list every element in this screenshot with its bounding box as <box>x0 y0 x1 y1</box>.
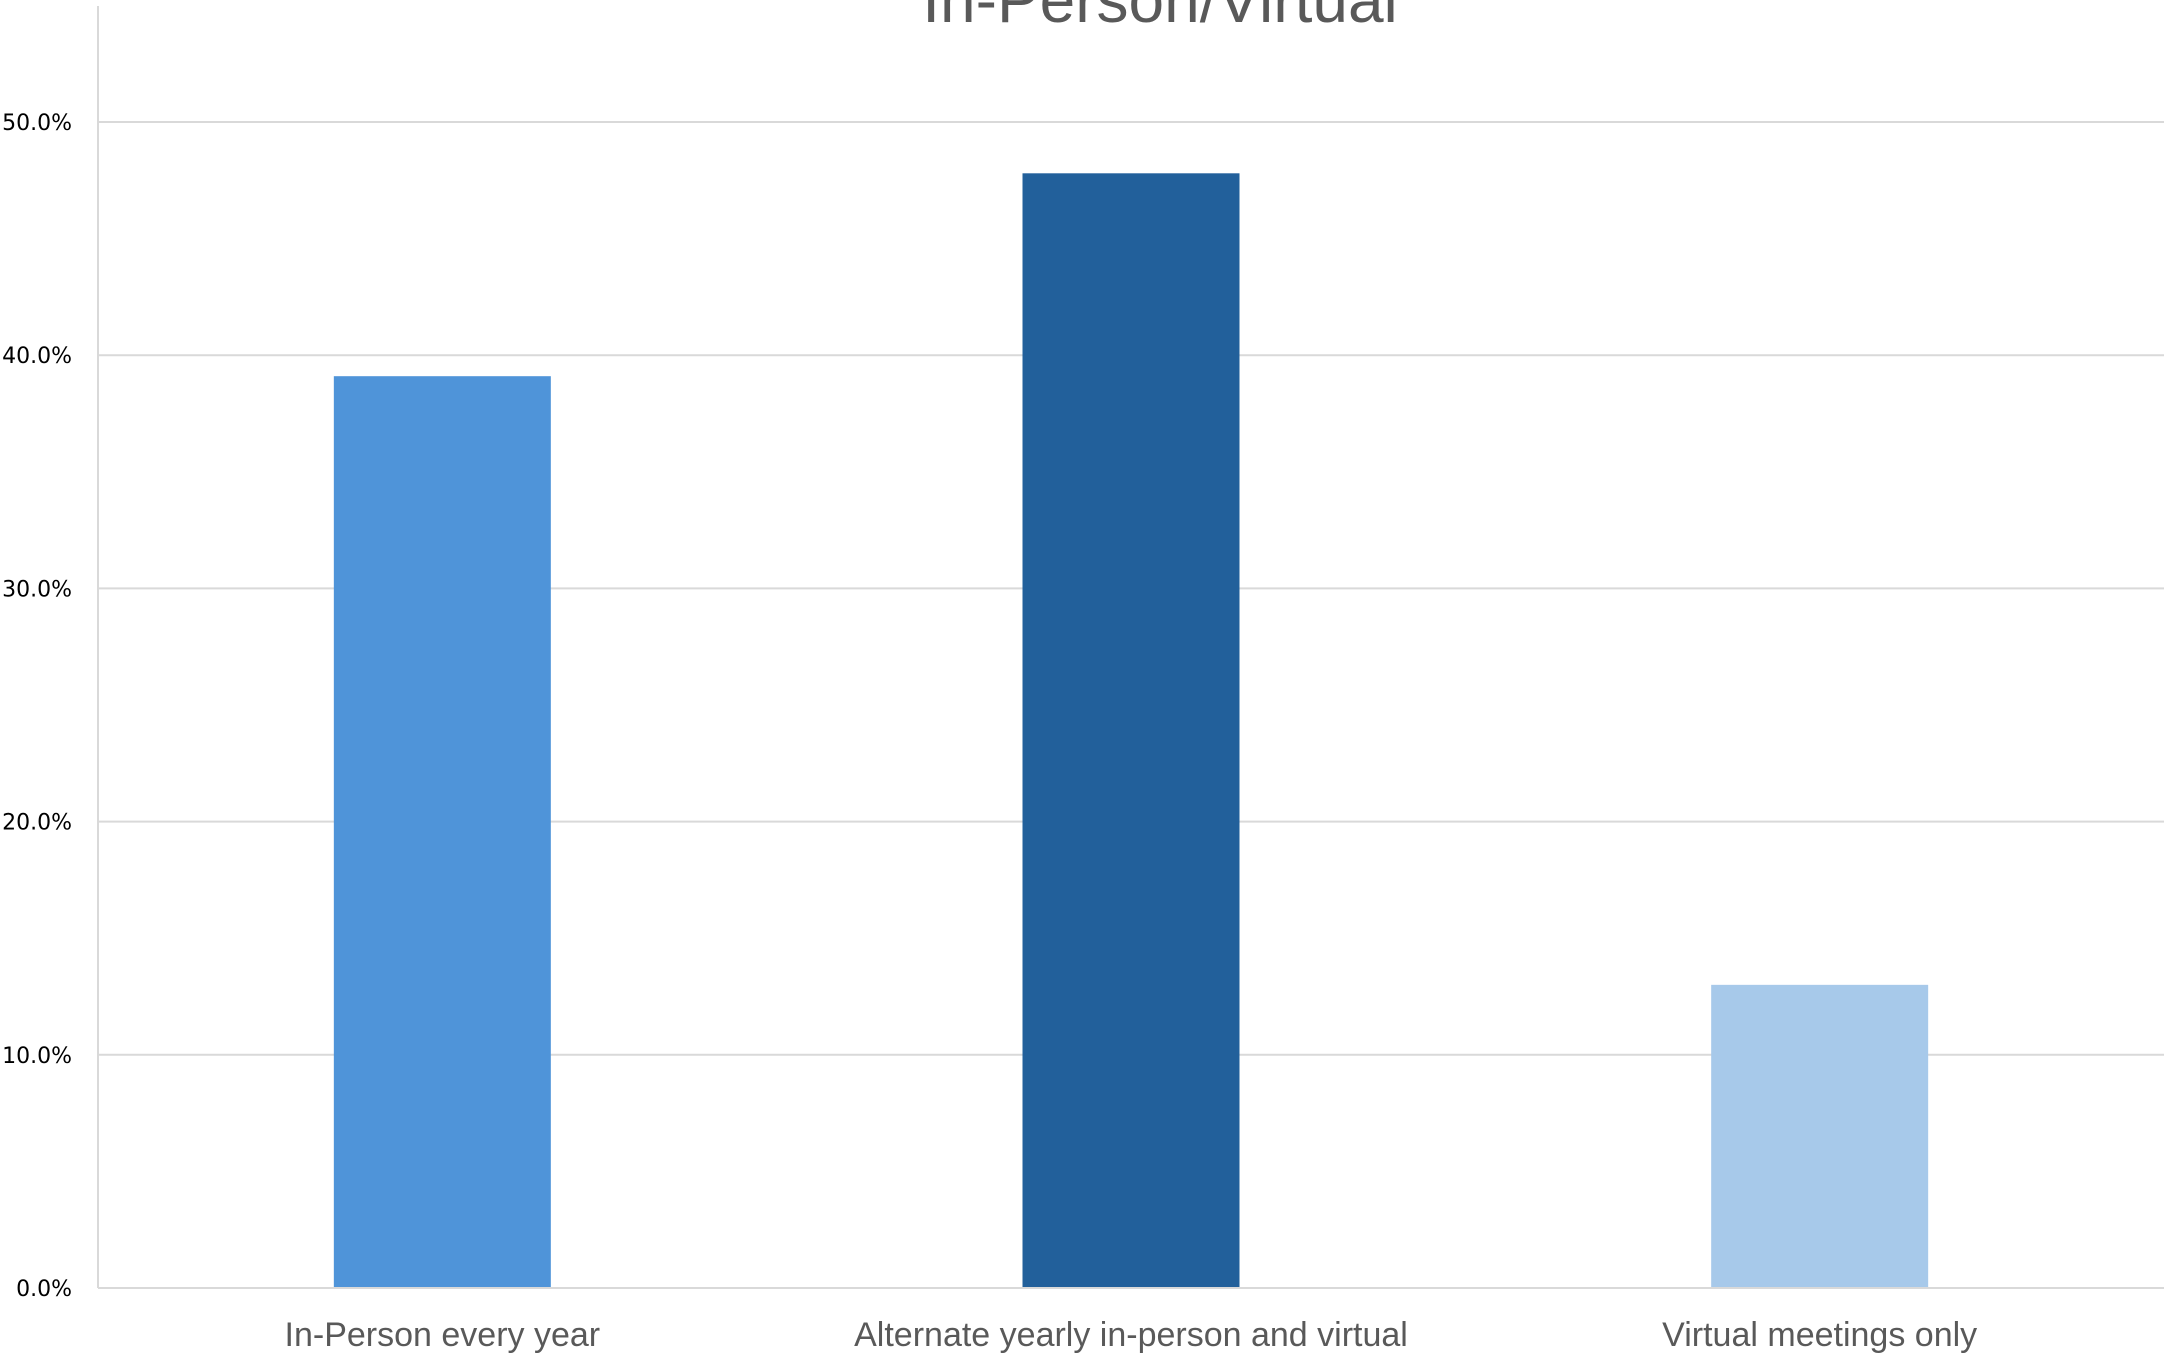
y-tick-label: 10.0% <box>2 1044 72 1069</box>
axes <box>97 6 2164 1289</box>
bar-0 <box>333 376 551 1288</box>
y-axis-tick-labels: 0.0% 10.0% 20.0% 30.0% 40.0% 50.0% <box>2 111 72 1302</box>
y-tick-label: 20.0% <box>2 811 72 836</box>
bars <box>333 173 1929 1289</box>
chart-title: In-Person/Virtual <box>922 0 1398 36</box>
x-tick-label: Alternate yearly in-person and virtual <box>854 1316 1408 1354</box>
bar-1 <box>1022 173 1240 1289</box>
x-tick-label: Virtual meetings only <box>1662 1316 1977 1354</box>
bar-2 <box>1711 984 1929 1288</box>
y-tick-label: 40.0% <box>2 344 72 369</box>
y-tick-label: 0.0% <box>16 1277 72 1302</box>
x-axis-tick-labels: In-Person every year Alternate yearly in-… <box>285 1316 1978 1354</box>
y-tick-label: 50.0% <box>2 111 72 136</box>
x-tick-label: In-Person every year <box>285 1316 601 1354</box>
y-tick-label: 30.0% <box>2 577 72 602</box>
